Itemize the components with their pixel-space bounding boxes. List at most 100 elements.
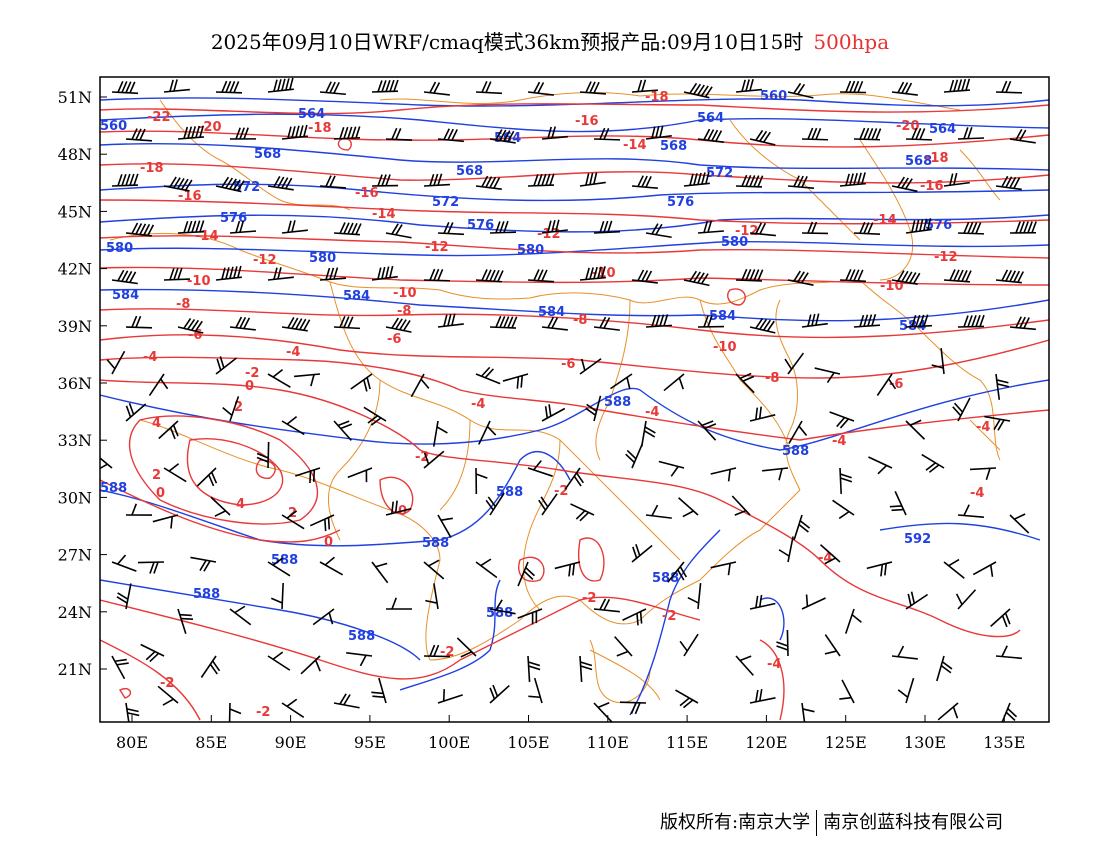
height-label: 580 (721, 235, 748, 250)
wind-barb (527, 460, 553, 477)
wind-barb (346, 652, 373, 667)
wind-barb (371, 561, 389, 584)
longitude-tick-label: 120E (745, 733, 787, 752)
wind-barb (905, 127, 933, 141)
wind-barb (829, 411, 855, 429)
wind-barb (735, 78, 762, 93)
wind-barb (731, 495, 751, 516)
copyright-left: 版权所有:南京大学 (660, 812, 811, 833)
latitude-tick-label: 42N (58, 260, 92, 279)
height-label: 588 (100, 481, 127, 496)
wind-barb (645, 223, 672, 239)
temperature-label: -12 (425, 240, 449, 255)
wind-barb (385, 127, 413, 141)
height-label: 564 (929, 122, 956, 137)
temperature-label: -16 (355, 186, 379, 201)
wind-barb (111, 173, 139, 187)
wind-barb (371, 265, 398, 281)
longitude-tick-label: 85E (195, 733, 227, 752)
wind-barb (333, 420, 353, 441)
latitude-tick-label: 45N (58, 202, 92, 221)
wind-barb (658, 460, 685, 477)
wind-barb (891, 81, 918, 96)
longitude-tick-label: 110E (587, 733, 629, 752)
wind-barb (631, 544, 653, 563)
temperature-label: 0 (324, 535, 333, 550)
wind-barb (106, 350, 126, 375)
wind-barb (437, 514, 453, 538)
height-label: 568 (254, 147, 281, 162)
wind-barb (350, 373, 373, 392)
wind-barb (776, 629, 789, 657)
wind-barb (667, 561, 688, 583)
wind-barb (116, 583, 132, 610)
wind-barb (943, 269, 972, 283)
wind-barb (425, 583, 439, 610)
wind-barb (222, 396, 240, 422)
wind-barb (319, 267, 346, 281)
height-label: 568 (660, 139, 687, 154)
wind-barb (844, 608, 862, 634)
wind-barb (952, 397, 971, 422)
wind-barb (281, 220, 308, 234)
wind-barb (663, 373, 685, 392)
wind-barb (210, 496, 231, 517)
wind-barb (385, 597, 413, 610)
latitude-tick-label: 24N (58, 603, 92, 622)
temperature-label: -18 (645, 90, 669, 105)
wind-barb (432, 420, 448, 447)
wind-barb (579, 655, 593, 682)
wind-barb (333, 222, 362, 236)
wind-barb (579, 266, 606, 281)
temperature-label: -4 (286, 345, 300, 360)
wind-barb (801, 594, 826, 610)
temperature-label: -4 (767, 657, 781, 672)
wind-barb (300, 655, 321, 675)
wind-barb (309, 514, 335, 532)
height-contours (100, 97, 1049, 716)
longitude-tick-label: 135E (983, 733, 1025, 752)
wind-barb (801, 313, 828, 328)
wind-barb (697, 315, 725, 328)
copyright-footer: 版权所有:南京大学 南京创蓝科技有限公司 (660, 808, 1003, 836)
wind-barb (385, 500, 412, 516)
height-label: 564 (298, 107, 325, 122)
wind-barb (645, 125, 672, 140)
temperature-label: -8 (765, 371, 779, 386)
wind-barb (1009, 513, 1030, 534)
wind-barb (281, 698, 305, 718)
temperature-label: -12 (735, 224, 759, 239)
wind-barb (995, 80, 1023, 94)
longitude-tick-label: 95E (354, 733, 386, 752)
wind-barb (853, 221, 881, 235)
wind-barb (456, 637, 477, 658)
temperature-label: -12 (934, 250, 958, 265)
wind-barb (319, 556, 344, 576)
wind-barb (839, 269, 867, 283)
temperature-label: 2 (152, 468, 161, 483)
wind-barb (157, 685, 179, 706)
wind-barb (489, 599, 516, 615)
wind-barb (889, 491, 907, 516)
temperature-label: -10 (880, 279, 904, 294)
latitude-tick-label: 33N (58, 431, 92, 450)
latitude-tick-label: 27N (58, 546, 92, 565)
wind-barb (489, 129, 516, 144)
height-label: 588 (496, 485, 523, 500)
wind-barb (423, 559, 445, 580)
wind-barb (541, 219, 568, 234)
wind-barb (517, 608, 543, 625)
wind-barb (437, 128, 464, 143)
pressure-level: 500hpa (813, 30, 890, 54)
wind-barb (437, 689, 463, 704)
wind-barb (281, 317, 311, 332)
wind-barb (784, 352, 805, 375)
temperature-label: 0 (245, 379, 254, 394)
temperature-label: 0 (156, 486, 165, 501)
wind-barb (876, 373, 897, 396)
wind-barb (853, 127, 882, 141)
wind-barb (622, 608, 647, 626)
height-label: 576 (925, 218, 952, 233)
wind-barb (697, 420, 717, 441)
wind-barb (866, 561, 893, 577)
